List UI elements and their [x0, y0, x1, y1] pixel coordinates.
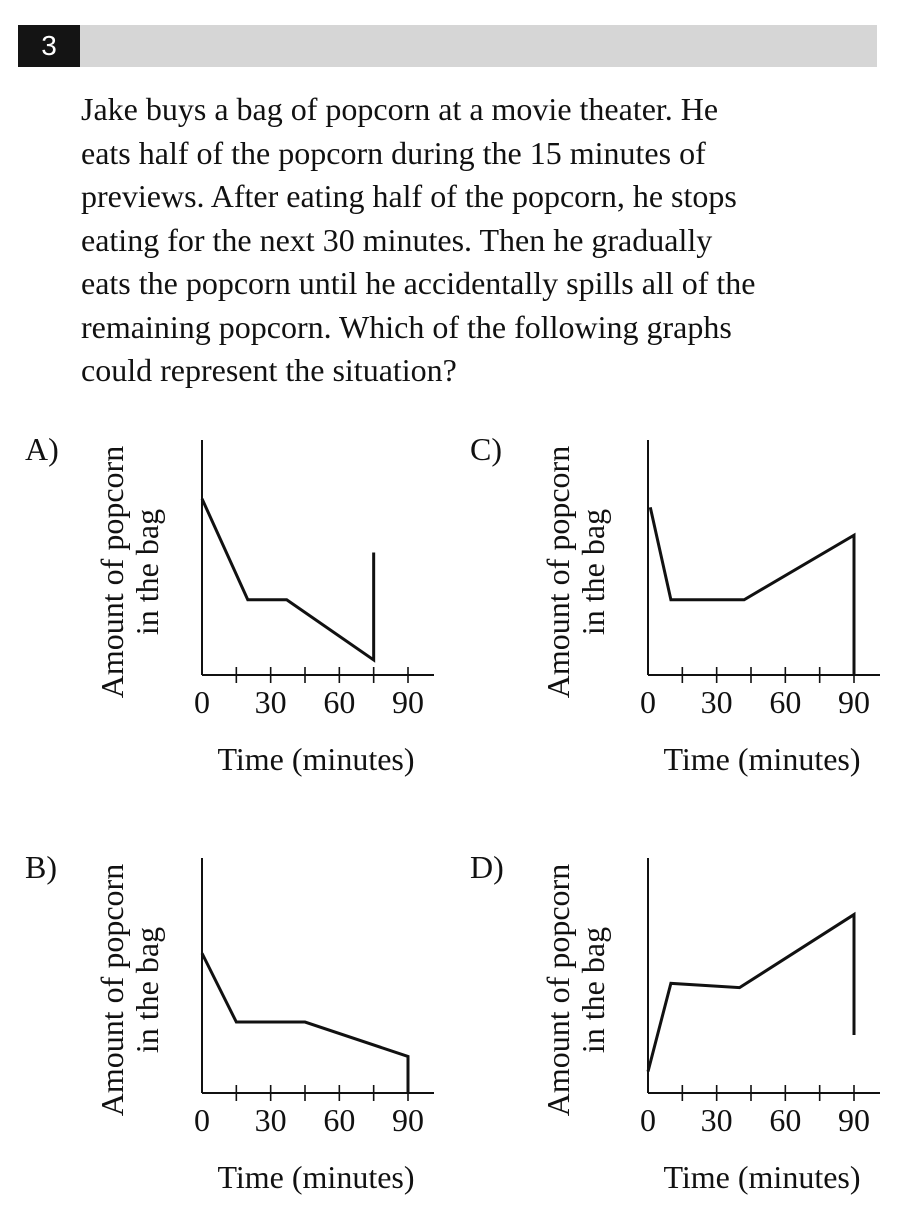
y-axis-label: Amount of popcorn [540, 446, 576, 698]
popcorn-amount-line [646, 911, 856, 1072]
y-axis-label: Amount of popcorn [540, 864, 576, 1116]
x-tick-label: 60 [769, 1102, 801, 1138]
y-axis-label: in the bag [129, 927, 165, 1053]
x-tick-label: 90 [838, 1102, 870, 1138]
x-axis-label: Time (minutes) [663, 1159, 860, 1195]
x-tick-label: 60 [323, 684, 355, 720]
x-tick-label: 90 [392, 684, 424, 720]
x-axis-label: Time (minutes) [217, 741, 414, 777]
popcorn-amount-line [200, 498, 376, 663]
popcorn-amount-line [648, 506, 856, 675]
question-line: eating for the next 30 minutes. Then he … [81, 221, 713, 258]
x-tick-label: 30 [255, 1102, 287, 1138]
question-header-bar [18, 25, 877, 67]
x-tick-label: 60 [323, 1102, 355, 1138]
y-axis-label: in the bag [575, 509, 611, 635]
x-tick-label: 30 [701, 684, 733, 720]
x-tick-label: 60 [769, 684, 801, 720]
question-line: remaining popcorn. Which of the followin… [81, 308, 732, 345]
x-axis-label: Time (minutes) [663, 741, 860, 777]
x-tick-label: 0 [640, 684, 656, 720]
question-line: Jake buys a bag of popcorn at a movie th… [81, 91, 719, 127]
question-line: could represent the situation? [81, 352, 457, 388]
question-line: previews. After eating half of the popco… [81, 178, 737, 214]
question-stem: Jake buys a bag of popcorn at a movie th… [81, 88, 881, 393]
x-tick-label: 90 [392, 1102, 424, 1138]
y-axis-label: in the bag [129, 509, 165, 635]
x-tick-label: 0 [640, 1102, 656, 1138]
x-tick-label: 0 [194, 684, 210, 720]
choice-label-c[interactable]: C) [470, 431, 502, 467]
x-tick-label: 0 [194, 1102, 210, 1138]
choice-label-b[interactable]: B) [25, 849, 57, 885]
question-line: eats half of the popcorn during the 15 m… [81, 134, 706, 171]
choice-label-a[interactable]: A) [25, 431, 59, 467]
y-axis-label: in the bag [575, 927, 611, 1053]
y-axis-label: Amount of popcorn [94, 864, 130, 1116]
question-line: eats the popcorn until he accidentally s… [81, 265, 756, 301]
popcorn-amount-line [200, 952, 410, 1093]
y-axis-label: Amount of popcorn [94, 446, 130, 698]
question-number: 3 [18, 25, 80, 67]
choice-label-d[interactable]: D) [470, 849, 504, 885]
x-tick-label: 30 [255, 684, 287, 720]
x-tick-label: 90 [838, 684, 870, 720]
x-axis-label: Time (minutes) [217, 1159, 414, 1195]
x-tick-label: 30 [701, 1102, 733, 1138]
